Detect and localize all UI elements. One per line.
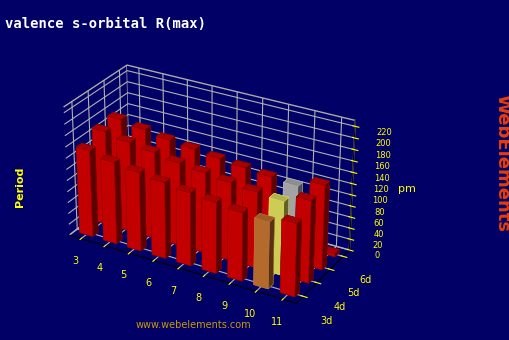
Text: valence s-orbital R(max): valence s-orbital R(max) — [5, 17, 206, 31]
Text: www.webelements.com: www.webelements.com — [136, 320, 251, 330]
Text: WebElements: WebElements — [492, 94, 509, 232]
Text: Period: Period — [15, 167, 25, 207]
